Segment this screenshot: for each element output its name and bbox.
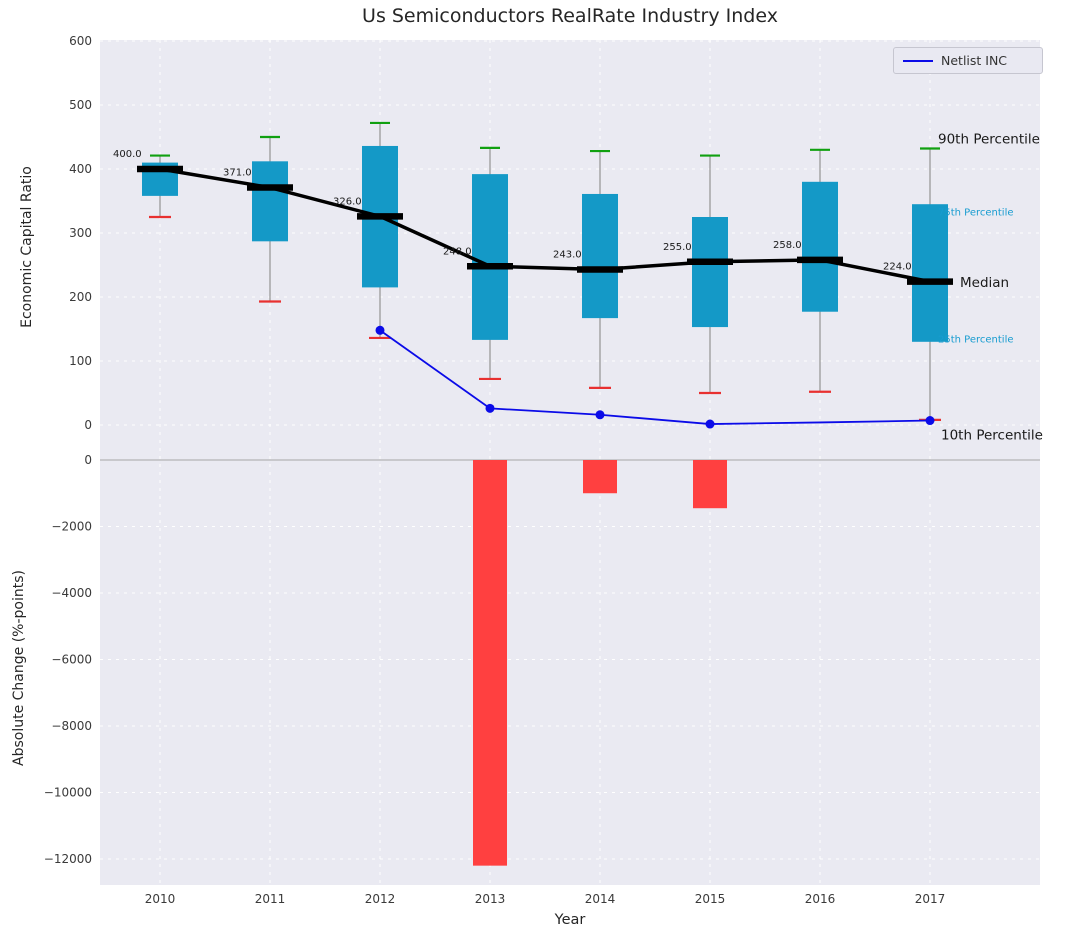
ytick-label: 300 [69, 226, 92, 240]
ytick-label: −4000 [51, 586, 92, 600]
xtick-label: 2012 [365, 892, 396, 906]
median-value-label: 224.0 [883, 262, 912, 273]
netlist-marker [925, 416, 935, 426]
box [692, 217, 728, 328]
xtick-label: 2013 [475, 892, 506, 906]
median-value-label: 243.0 [553, 249, 582, 260]
ytick-label: −6000 [51, 653, 92, 667]
y-axis-label-top: Economic Capital Ratio [19, 166, 35, 328]
y-axis-label-bottom: Absolute Change (%-points) [11, 570, 27, 766]
ytick-label: 0 [84, 453, 92, 467]
box [252, 161, 288, 242]
change-bar [693, 460, 727, 509]
percentile-annotation: 10th Percentile [941, 428, 1043, 444]
box [472, 174, 508, 340]
median-value-label: 371.0 [223, 168, 252, 179]
xtick-label: 2014 [585, 892, 616, 906]
ytick-label: −12000 [44, 852, 92, 866]
netlist-marker [375, 325, 385, 335]
ytick-label: −2000 [51, 520, 92, 534]
xtick-label: 2011 [255, 892, 286, 906]
median-value-label: 326.0 [333, 196, 362, 207]
median-value-label: 258.0 [773, 240, 802, 251]
ytick-label: −8000 [51, 719, 92, 733]
xtick-label: 2016 [805, 892, 836, 906]
box [582, 193, 618, 319]
xtick-label: 2015 [695, 892, 726, 906]
change-bar [583, 460, 617, 494]
chart-title: Us Semiconductors RealRate Industry Inde… [362, 5, 778, 27]
xtick-label: 2017 [915, 892, 946, 906]
median-value-label: 255.0 [663, 242, 692, 253]
netlist-marker [705, 419, 715, 429]
change-bar [473, 460, 507, 866]
median-value-label: 400.0 [113, 149, 142, 160]
ytick-label: 600 [69, 34, 92, 48]
ytick-label: 0 [84, 418, 92, 432]
xtick-label: 2010 [145, 892, 176, 906]
ytick-label: 200 [69, 290, 92, 304]
legend: Netlist INC [893, 47, 1043, 74]
netlist-line [379, 329, 931, 425]
percentile-annotation: 75th Percentile [938, 208, 1014, 219]
ytick-label: 400 [69, 162, 92, 176]
ytick-label: 500 [69, 98, 92, 112]
legend-line-sample [903, 59, 933, 62]
legend-label: Netlist INC [941, 53, 1008, 68]
median-value-label: 248.0 [443, 246, 472, 257]
netlist-marker [485, 403, 495, 413]
percentile-annotation: 90th Percentile [938, 131, 1040, 147]
x-axis-label: Year [554, 912, 586, 928]
box [802, 181, 838, 312]
ytick-label: 100 [69, 354, 92, 368]
netlist-marker [595, 410, 605, 420]
ytick-label: −10000 [44, 786, 92, 800]
box [912, 204, 948, 342]
percentile-annotation: Median [960, 275, 1009, 291]
percentile-annotation: 25th Percentile [938, 334, 1014, 345]
